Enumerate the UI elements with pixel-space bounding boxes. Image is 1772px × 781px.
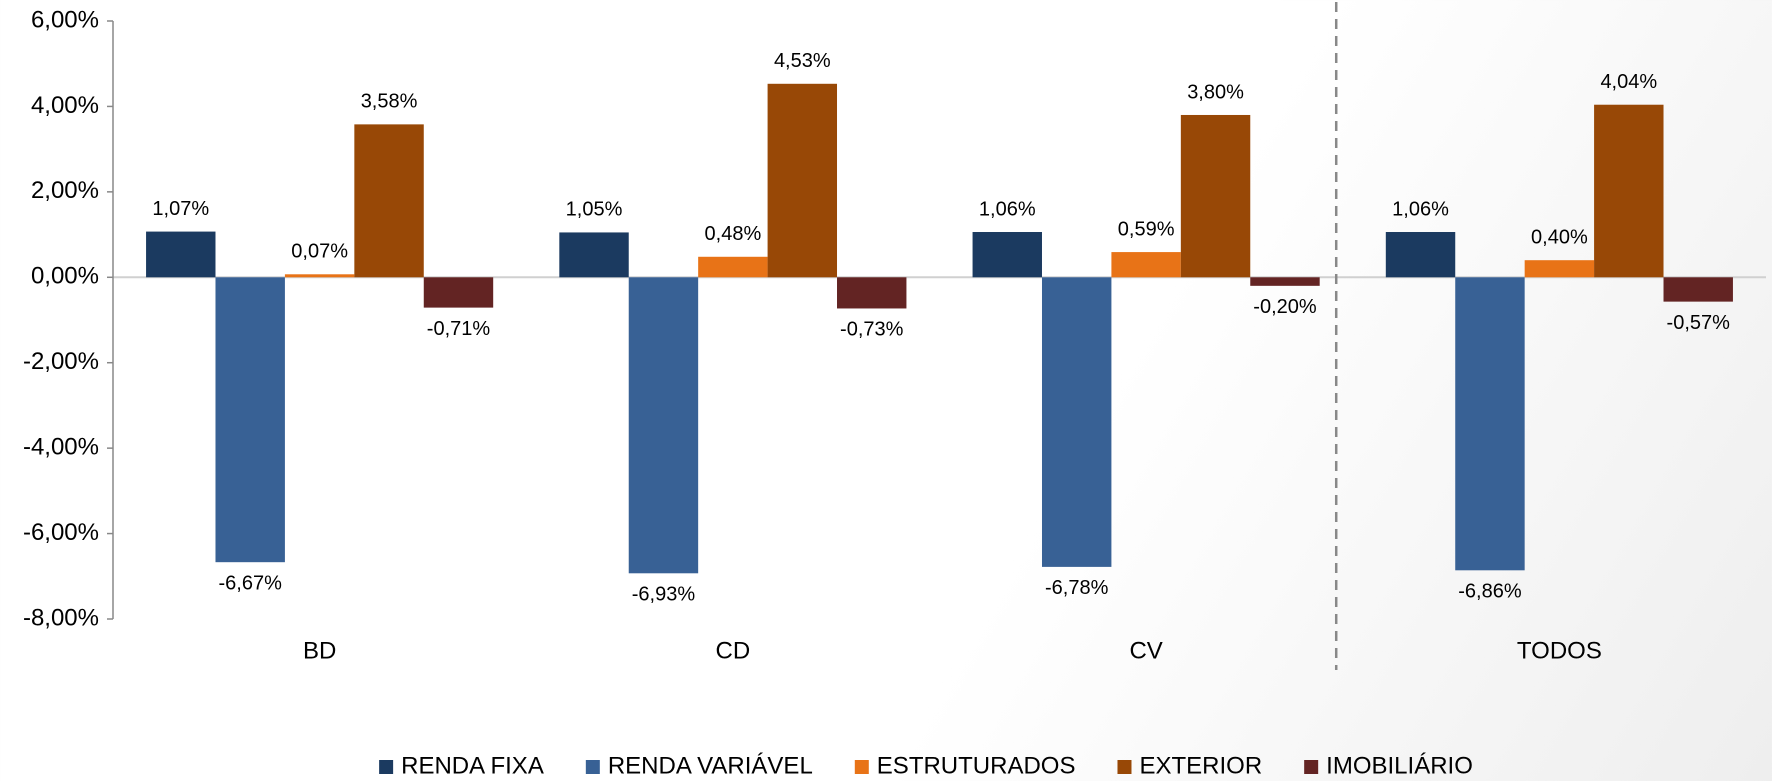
bar	[559, 232, 629, 278]
bar	[1594, 104, 1664, 278]
x-tick-label: CD	[716, 637, 751, 664]
data-label: -0,57%	[1667, 312, 1731, 334]
data-label: 4,53%	[774, 50, 831, 72]
y-tick-label: 6,00%	[31, 6, 99, 33]
bar	[1041, 277, 1112, 567]
x-tick-label: CV	[1129, 637, 1162, 664]
data-label: 1,07%	[152, 198, 209, 220]
legend-swatch	[585, 760, 600, 774]
data-label: -6,86%	[1458, 581, 1522, 603]
data-label: 0,48%	[705, 223, 762, 245]
bar	[423, 277, 494, 308]
bar	[146, 231, 216, 278]
y-tick-label: 0,00%	[31, 263, 99, 290]
x-tick-label: TODOS	[1517, 637, 1602, 664]
bar	[628, 277, 699, 574]
data-label: -0,73%	[840, 319, 904, 341]
bar	[1385, 232, 1456, 278]
y-tick-label: -6,00%	[23, 519, 99, 546]
bar	[1111, 252, 1181, 278]
bar	[1663, 277, 1733, 302]
data-label: 0,40%	[1531, 226, 1588, 248]
y-tick-label: -8,00%	[23, 604, 99, 631]
legend-swatch	[1117, 760, 1132, 774]
bar	[1524, 260, 1595, 278]
legend-swatch	[1304, 760, 1319, 774]
data-label: 0,07%	[291, 241, 348, 263]
data-label: -6,67%	[219, 572, 283, 594]
bar	[354, 124, 424, 278]
data-label: 1,06%	[1392, 198, 1449, 220]
data-label: 4,04%	[1600, 71, 1657, 93]
bar	[972, 232, 1042, 278]
bar	[215, 277, 285, 563]
data-label: -0,20%	[1253, 296, 1317, 318]
bar	[1455, 277, 1525, 571]
bar	[767, 83, 838, 278]
x-tick-label: BD	[303, 637, 336, 664]
legend-label: RENDA VARIÁVEL	[608, 752, 813, 779]
data-label: -6,78%	[1045, 577, 1109, 599]
data-label: 0,59%	[1118, 218, 1175, 240]
legend-label: IMOBILIÁRIO	[1326, 752, 1473, 779]
bar	[837, 277, 907, 309]
legend-swatch	[854, 760, 869, 774]
data-label: 3,80%	[1187, 81, 1244, 103]
y-tick-label: 2,00%	[31, 177, 99, 204]
y-tick-label: -2,00%	[23, 348, 99, 375]
legend-label: ESTRUTURADOS	[877, 752, 1076, 779]
bar	[1180, 114, 1251, 278]
data-label: 1,05%	[566, 199, 623, 221]
bar	[698, 256, 768, 278]
y-tick-label: 4,00%	[31, 92, 99, 119]
data-label: -0,71%	[427, 318, 491, 340]
bar	[284, 274, 355, 278]
legend-label: EXTERIOR	[1139, 752, 1262, 779]
data-label: -6,93%	[632, 584, 696, 606]
bar	[1250, 277, 1320, 286]
legend-swatch	[379, 760, 394, 774]
data-label: 1,06%	[979, 198, 1036, 220]
y-tick-label: -4,00%	[23, 433, 99, 460]
legend-label: RENDA FIXA	[401, 752, 544, 779]
data-label: 3,58%	[361, 91, 418, 113]
